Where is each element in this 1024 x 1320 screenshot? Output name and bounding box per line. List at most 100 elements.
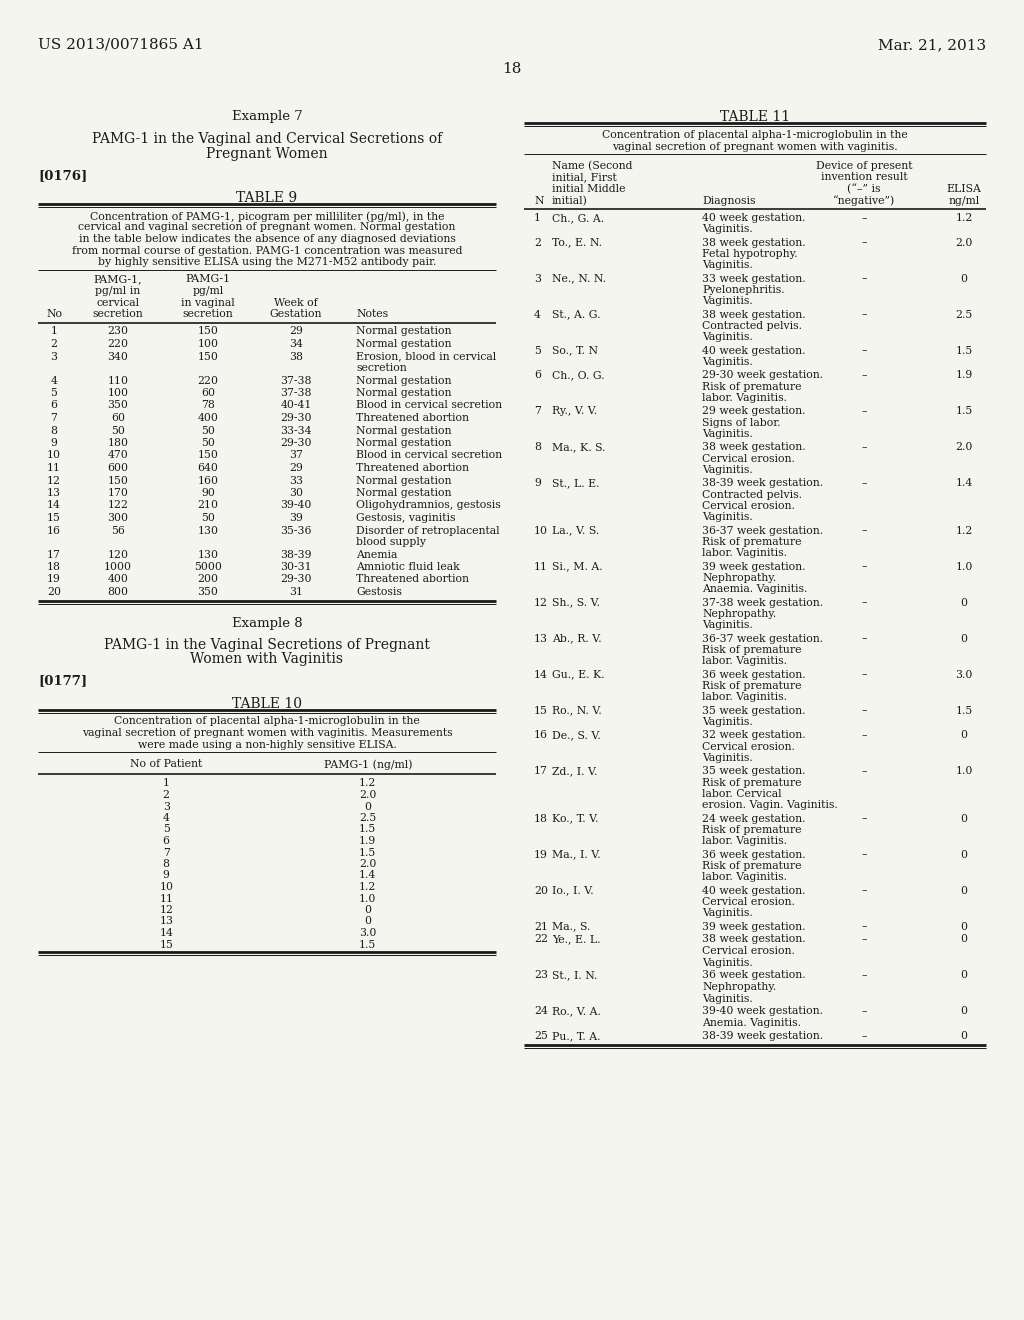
Text: 35 week gestation.: 35 week gestation. — [702, 705, 806, 715]
Text: 3: 3 — [534, 273, 541, 284]
Text: 8: 8 — [534, 442, 541, 451]
Text: 29: 29 — [289, 326, 303, 337]
Text: Vaginitis.: Vaginitis. — [702, 620, 753, 631]
Text: Cervical erosion.: Cervical erosion. — [702, 946, 795, 956]
Text: 2: 2 — [50, 339, 57, 348]
Text: Normal gestation: Normal gestation — [356, 375, 452, 385]
Text: 1.9: 1.9 — [955, 370, 973, 380]
Text: Normal gestation: Normal gestation — [356, 475, 452, 486]
Text: Threatened abortion: Threatened abortion — [356, 413, 469, 422]
Text: Blood in cervical secretion: Blood in cervical secretion — [356, 450, 502, 461]
Text: Name (Second: Name (Second — [552, 161, 633, 172]
Text: –: – — [861, 370, 866, 380]
Text: PAMG-1: PAMG-1 — [185, 275, 230, 285]
Text: 100: 100 — [198, 339, 218, 348]
Text: 9: 9 — [50, 438, 57, 447]
Text: 50: 50 — [201, 425, 215, 436]
Text: 39-40: 39-40 — [281, 500, 311, 511]
Text: 110: 110 — [108, 375, 128, 385]
Text: Normal gestation: Normal gestation — [356, 326, 452, 337]
Text: 39: 39 — [289, 513, 303, 523]
Text: Vaginitis.: Vaginitis. — [702, 260, 753, 271]
Text: –: – — [861, 442, 866, 451]
Text: 400: 400 — [198, 413, 218, 422]
Text: Normal gestation: Normal gestation — [356, 339, 452, 348]
Text: 33: 33 — [289, 475, 303, 486]
Text: 2.5: 2.5 — [955, 309, 973, 319]
Text: 31: 31 — [289, 587, 303, 597]
Text: 6: 6 — [50, 400, 57, 411]
Text: –: – — [861, 886, 866, 895]
Text: 50: 50 — [201, 438, 215, 447]
Text: –: – — [861, 850, 866, 859]
Text: –: – — [861, 213, 866, 223]
Text: 15: 15 — [47, 513, 61, 523]
Text: 29: 29 — [289, 463, 303, 473]
Text: (“–” is: (“–” is — [847, 183, 881, 194]
Text: blood supply: blood supply — [356, 537, 426, 546]
Text: 32 week gestation.: 32 week gestation. — [702, 730, 806, 741]
Text: Gestosis: Gestosis — [356, 587, 401, 597]
Text: 1.2: 1.2 — [955, 213, 973, 223]
Text: Si., M. A.: Si., M. A. — [552, 561, 603, 572]
Text: 0: 0 — [961, 886, 968, 895]
Text: 22: 22 — [534, 935, 548, 945]
Text: 1.2: 1.2 — [359, 779, 377, 788]
Text: Io., I. V.: Io., I. V. — [552, 886, 594, 895]
Text: Blood in cervical secretion: Blood in cervical secretion — [356, 400, 502, 411]
Text: 2.0: 2.0 — [359, 789, 377, 800]
Text: Example 7: Example 7 — [231, 110, 302, 123]
Text: Fetal hypotrophy.: Fetal hypotrophy. — [702, 249, 798, 259]
Text: –: – — [861, 273, 866, 284]
Text: 38-39 week gestation.: 38-39 week gestation. — [702, 1031, 823, 1041]
Text: 30: 30 — [289, 488, 303, 498]
Text: Risk of premature: Risk of premature — [702, 645, 802, 655]
Text: 23: 23 — [534, 970, 548, 981]
Text: 800: 800 — [108, 587, 128, 597]
Text: [0176]: [0176] — [38, 169, 87, 182]
Text: 210: 210 — [198, 500, 218, 511]
Text: 220: 220 — [198, 375, 218, 385]
Text: Sh., S. V.: Sh., S. V. — [552, 598, 600, 607]
Text: –: – — [861, 813, 866, 824]
Text: 640: 640 — [198, 463, 218, 473]
Text: Ro., N. V.: Ro., N. V. — [552, 705, 602, 715]
Text: N: N — [534, 195, 544, 206]
Text: Risk of premature: Risk of premature — [702, 681, 802, 690]
Text: labor. Vaginitis.: labor. Vaginitis. — [702, 873, 787, 883]
Text: secretion: secretion — [92, 309, 143, 319]
Text: 0: 0 — [961, 813, 968, 824]
Text: Zd., I. V.: Zd., I. V. — [552, 766, 597, 776]
Text: PAMG-1 in the Vaginal Secretions of Pregnant: PAMG-1 in the Vaginal Secretions of Preg… — [104, 638, 430, 652]
Text: TABLE 9: TABLE 9 — [237, 191, 298, 205]
Text: 24: 24 — [534, 1006, 548, 1016]
Text: 1.5: 1.5 — [359, 940, 377, 949]
Text: Risk of premature: Risk of premature — [702, 537, 802, 546]
Text: Ro., V. A.: Ro., V. A. — [552, 1006, 601, 1016]
Text: 38 week gestation.: 38 week gestation. — [702, 442, 806, 451]
Text: 37: 37 — [289, 450, 303, 461]
Text: 17: 17 — [534, 766, 548, 776]
Text: Device of present: Device of present — [816, 161, 912, 172]
Text: 36-37 week gestation.: 36-37 week gestation. — [702, 525, 823, 536]
Text: labor. Vaginitis.: labor. Vaginitis. — [702, 837, 787, 846]
Text: 3: 3 — [163, 801, 170, 812]
Text: Risk of premature: Risk of premature — [702, 777, 802, 788]
Text: Pu., T. A.: Pu., T. A. — [552, 1031, 600, 1041]
Text: 150: 150 — [108, 475, 128, 486]
Text: 39 week gestation.: 39 week gestation. — [702, 561, 806, 572]
Text: 18: 18 — [47, 562, 61, 572]
Text: 200: 200 — [198, 574, 218, 585]
Text: ng/ml: ng/ml — [948, 195, 980, 206]
Text: Risk of premature: Risk of premature — [702, 381, 802, 392]
Text: 8: 8 — [50, 425, 57, 436]
Text: labor. Vaginitis.: labor. Vaginitis. — [702, 393, 787, 403]
Text: St., L. E.: St., L. E. — [552, 478, 599, 488]
Text: pg/ml: pg/ml — [193, 286, 223, 296]
Text: 150: 150 — [198, 326, 218, 337]
Text: 29-30: 29-30 — [281, 438, 311, 447]
Text: 0: 0 — [961, 921, 968, 932]
Text: 0: 0 — [365, 906, 372, 915]
Text: 220: 220 — [108, 339, 128, 348]
Text: 29-30: 29-30 — [281, 574, 311, 585]
